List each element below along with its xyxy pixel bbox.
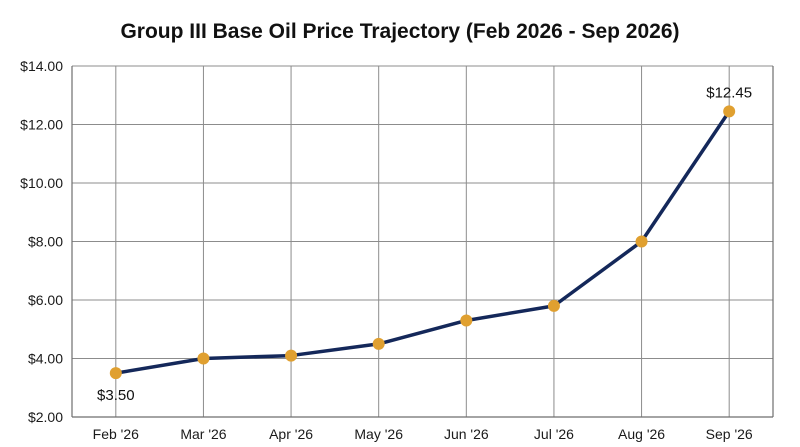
x-tick-label: Sep '26 — [706, 426, 753, 442]
data-point-marker — [197, 352, 210, 365]
data-point-marker — [635, 235, 648, 248]
y-tick-label: $14.00 — [20, 58, 63, 74]
y-tick-label: $4.00 — [28, 351, 63, 367]
y-tick-label: $10.00 — [20, 175, 63, 191]
y-axis-ticks: $2.00 $4.00 $6.00 $8.00 $10.00 $12.00 $14.00 — [20, 58, 63, 425]
x-tick-label: Mar '26 — [180, 426, 226, 442]
chart-title: Group III Base Oil Price Trajectory (Feb… — [120, 20, 679, 43]
data-point-marker — [723, 105, 736, 118]
x-tick-label: Aug '26 — [618, 426, 665, 442]
y-tick-label: $8.00 — [28, 234, 63, 250]
x-tick-label: Jun '26 — [444, 426, 489, 442]
data-label: $3.50 — [97, 387, 135, 404]
y-tick-label: $12.00 — [20, 117, 63, 133]
axes — [71, 66, 774, 418]
x-tick-label: Feb '26 — [93, 426, 139, 442]
y-tick-label: $2.00 — [28, 409, 63, 425]
series-line — [114, 109, 731, 375]
data-labels: $3.50 $12.45 — [97, 84, 752, 404]
data-point-marker — [460, 314, 473, 327]
x-tick-label: May '26 — [354, 426, 403, 442]
x-tick-label: Jul '26 — [534, 426, 574, 442]
series-layer — [109, 105, 736, 380]
y-tick-label: $6.00 — [28, 292, 63, 308]
data-point-marker — [547, 299, 560, 312]
data-point-marker — [372, 337, 385, 350]
data-label: $12.45 — [706, 84, 752, 101]
data-point-marker — [285, 349, 298, 362]
data-point-marker — [109, 367, 122, 380]
x-tick-label: Apr '26 — [269, 426, 313, 442]
x-axis-ticks: Feb '26 Mar '26 Apr '26 May '26 Jun '26 Jul '… — [93, 426, 753, 442]
